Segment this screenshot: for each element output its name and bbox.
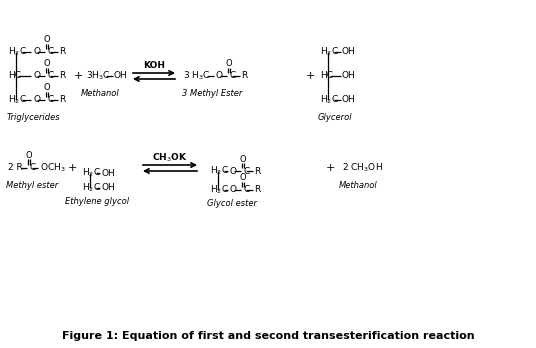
Text: OH: OH [101, 183, 115, 192]
Text: R: R [59, 95, 65, 104]
Text: H$_2$C: H$_2$C [210, 184, 229, 196]
Text: Triglycerides: Triglycerides [6, 113, 60, 122]
Text: OCH$_3$: OCH$_3$ [40, 162, 66, 174]
Text: Figure 1: Equation of first and second transesterification reaction: Figure 1: Equation of first and second t… [62, 331, 474, 341]
Text: HC: HC [320, 71, 333, 80]
Text: O: O [33, 71, 40, 80]
Text: C: C [29, 164, 35, 173]
Text: 3H$_3$C: 3H$_3$C [86, 70, 110, 82]
Text: OH: OH [101, 168, 115, 177]
Text: C: C [47, 71, 53, 80]
Text: OH: OH [342, 71, 356, 80]
Text: +: + [325, 163, 334, 173]
Text: O: O [33, 95, 40, 104]
Text: O: O [26, 151, 32, 160]
Text: Methyl ester: Methyl ester [6, 182, 58, 190]
Text: H$_2$C: H$_2$C [82, 182, 101, 194]
Text: Methanol: Methanol [339, 182, 377, 190]
Text: 2 R: 2 R [8, 164, 23, 173]
Text: CH$_3$OK: CH$_3$OK [152, 152, 188, 164]
Text: O: O [230, 185, 237, 195]
Text: O: O [230, 166, 237, 175]
Text: OH: OH [342, 95, 356, 104]
Text: C: C [229, 71, 235, 80]
Text: C: C [47, 95, 53, 104]
Text: R: R [59, 71, 65, 80]
Text: Ethylene glycol: Ethylene glycol [65, 198, 129, 206]
Text: O: O [44, 35, 50, 45]
Text: OH: OH [114, 71, 128, 80]
Text: Methanol: Methanol [80, 89, 120, 98]
Text: H$_2$C: H$_2$C [320, 46, 339, 58]
Text: OH: OH [342, 47, 356, 56]
Text: Glycol ester: Glycol ester [207, 199, 257, 208]
Text: HC: HC [8, 71, 21, 80]
Text: H$_2$C: H$_2$C [82, 167, 101, 179]
Text: C: C [243, 185, 249, 195]
Text: +: + [68, 163, 77, 173]
Text: O: O [44, 84, 50, 93]
Text: KOH: KOH [143, 62, 165, 71]
Text: 2 CH$_3$OH: 2 CH$_3$OH [342, 162, 383, 174]
Text: H$_2$C: H$_2$C [8, 94, 27, 106]
Text: 3 Methyl Ester: 3 Methyl Ester [182, 89, 242, 98]
Text: H$_2$C: H$_2$C [210, 165, 229, 177]
Text: O: O [240, 155, 247, 164]
Text: C: C [243, 166, 249, 175]
Text: R: R [59, 47, 65, 56]
Text: R: R [254, 166, 260, 175]
Text: O: O [240, 174, 247, 182]
Text: O: O [44, 60, 50, 69]
Text: +: + [306, 71, 315, 81]
Text: O: O [226, 60, 232, 69]
Text: O: O [33, 47, 40, 56]
Text: R: R [241, 71, 247, 80]
Text: Glycerol: Glycerol [318, 113, 352, 122]
Text: H$_2$C: H$_2$C [8, 46, 27, 58]
Text: C: C [47, 47, 53, 56]
Text: 3 H$_3$C: 3 H$_3$C [183, 70, 211, 82]
Text: +: + [73, 71, 83, 81]
Text: O: O [216, 71, 223, 80]
Text: R: R [254, 185, 260, 195]
Text: H$_2$C: H$_2$C [320, 94, 339, 106]
